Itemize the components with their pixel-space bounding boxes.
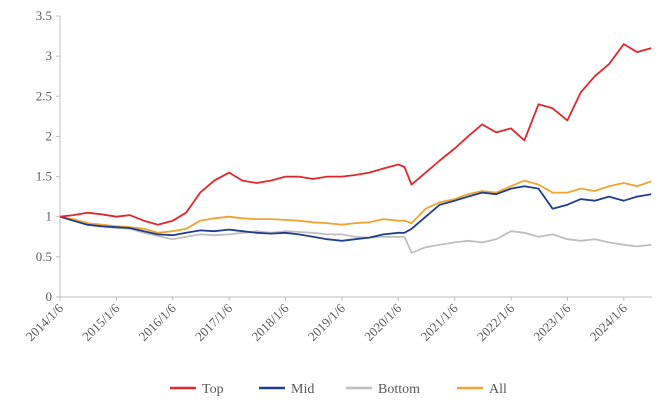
x-tick-label: 2023/1/6 <box>530 300 574 344</box>
y-tick-labels: 0 0.5 1 1.5 2 2.5 3 3.5 <box>36 8 60 304</box>
series-line-mid <box>59 185 652 242</box>
legend-label-top: Top <box>202 382 224 397</box>
x-tick-label: 2019/1/6 <box>305 300 349 344</box>
x-tick-label: 2016/1/6 <box>136 300 180 344</box>
y-tick-label: 2 <box>46 128 53 143</box>
y-tick-label: 3.5 <box>36 8 52 23</box>
series-line-top <box>59 43 652 226</box>
y-tick-label: 1.5 <box>36 169 52 184</box>
series-line-bottom <box>59 215 652 254</box>
y-tick-label: 2.5 <box>36 88 52 103</box>
y-tick-label: 1 <box>46 209 53 224</box>
x-tick-labels: 2014/1/6 2015/1/6 2016/1/6 2017/1/6 2018/1/6… <box>23 297 630 344</box>
legend-label-mid: Mid <box>291 382 314 397</box>
y-tick-label: 0 <box>46 289 53 304</box>
x-tick-label: 2015/1/6 <box>79 300 123 344</box>
y-tick-label: 0.5 <box>36 249 52 264</box>
x-tick-label: 2021/1/6 <box>417 300 461 344</box>
legend: Top Mid Bottom All <box>170 382 507 397</box>
y-tick-label: 3 <box>46 48 53 63</box>
legend-label-bottom: Bottom <box>378 382 420 397</box>
x-tick-label: 2020/1/6 <box>361 300 405 344</box>
series-layer <box>59 43 652 254</box>
x-tick-label: 2017/1/6 <box>192 300 236 344</box>
x-tick-label: 2014/1/6 <box>23 300 67 344</box>
axes <box>59 16 652 298</box>
x-tick-label: 2018/1/6 <box>248 300 292 344</box>
series-line-all <box>59 179 652 234</box>
legend-label-all: All <box>489 382 507 397</box>
x-tick-label: 2022/1/6 <box>474 300 518 344</box>
x-tick-label: 2024/1/6 <box>587 300 631 344</box>
